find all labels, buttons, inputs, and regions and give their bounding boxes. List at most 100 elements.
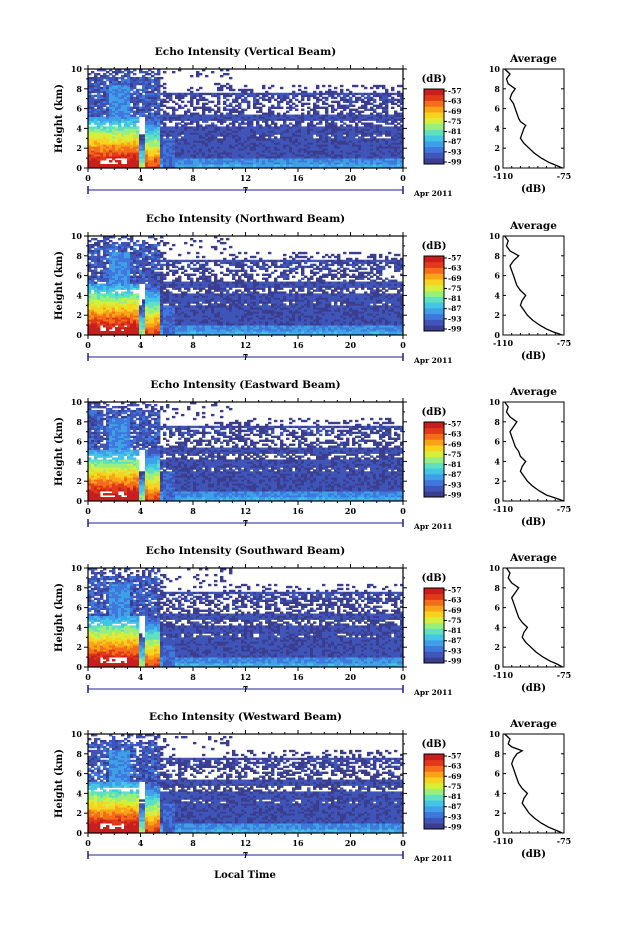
colorbar-tick-label: -75 [448,782,462,791]
month-label: Apr 2011 [413,688,453,697]
panel-southward: Echo Intensity (Southward Beam) 0 2 4 6 8 10 He… [54,545,571,697]
colorbar-frame [423,88,445,165]
colorbar-tick-label: -99 [448,158,462,167]
colorbar-segment [424,135,444,142]
colorbar-segment [424,473,444,481]
average-y-tick-label: 2 [494,476,500,486]
average-x-tick-label: -110 [493,670,513,680]
x-tick-label: 20 [345,173,357,183]
y-tick-label: 2 [76,310,82,320]
average-x-tick-label: -75 [557,338,571,348]
colorbar-tick-label: -57 [448,586,462,595]
colorbar-tick-label: -87 [448,802,462,811]
colorbar-segment [424,616,444,624]
average-y-tick-label: 10 [489,64,501,74]
colorbar-segment [424,823,444,830]
x-tick-label: 0 [85,340,91,350]
x-tick-label: 8 [190,340,196,350]
x-tick-label: 0 [400,506,406,516]
heatmap-field [88,402,403,501]
colorbar-tick-label: -57 [448,420,462,429]
colorbar-segment [424,628,444,635]
y-tick-label: 4 [76,622,82,632]
average-y-tick-label: 6 [494,769,500,779]
average-title: Average [509,552,557,564]
colorbar-tick-label: -81 [448,127,462,136]
colorbar-segment [424,319,444,326]
x-tick-label: 20 [345,672,357,682]
panel-eastward: Echo Intensity (Eastward Beam) 0 2 4 6 8 10 Hei… [54,379,571,531]
average-profile-line [504,401,565,502]
average-x-tick-label: -110 [493,171,513,181]
average-y-tick-label: 6 [494,437,500,447]
average-x-tick-label: -75 [557,504,571,514]
x-tick-label: 0 [85,672,91,682]
y-tick-label: 10 [71,729,83,739]
average-profile-line [504,235,563,336]
colorbar-segment [424,456,444,463]
colorbar-segment [424,296,444,303]
x-tick-label: 16 [292,838,304,848]
colorbar-segment [424,427,444,434]
average-y-tick-label: 8 [494,84,500,94]
y-tick-label: 8 [76,417,82,427]
bottom-xlabel: Local Time [214,870,276,881]
y-tick-label: 2 [76,808,82,818]
colorbar-segment [424,794,444,801]
date-label: 7 [243,684,249,694]
x-tick-label: 4 [138,340,144,350]
colorbar-tick-label: -75 [448,450,462,459]
x-tick-label: 4 [138,672,144,682]
colorbar-tick-label: -63 [448,762,462,771]
colorbar-tick-label: -81 [448,294,462,303]
average-y-tick-label: 2 [494,143,500,153]
colorbar-tick-label: -93 [448,480,462,489]
y-tick-label: 4 [76,456,82,466]
colorbar-segment [424,140,444,148]
month-label: Apr 2011 [413,356,453,365]
colorbar-segment [424,129,444,136]
panel-title: Echo Intensity (Northward Beam) [146,213,345,225]
y-tick-label: 0 [76,662,82,672]
x-tick-label: 0 [400,672,406,682]
average-y-tick-label: 8 [494,251,500,261]
colorbar-segment [424,284,444,292]
average-y-tick-label: 4 [494,788,500,798]
heatmap-field [88,568,403,667]
colorbar-segment [424,771,444,778]
colorbar-tick-label: -87 [448,304,462,313]
colorbar-tick-label: -57 [448,254,462,263]
x-tick-label: 4 [138,506,144,516]
colorbar-frame [423,421,445,498]
x-tick-label: 8 [190,506,196,516]
colorbar-segment [424,485,444,492]
colorbar-tick-label: -63 [448,264,462,273]
colorbar-frame [423,255,445,332]
y-tick-label: 10 [71,231,83,241]
average-title: Average [509,718,557,730]
colorbar-segment [424,158,444,165]
y-tick-label: 0 [76,330,82,340]
y-axis-label: Height (km) [54,84,65,153]
colorbar-segment [424,651,444,658]
colorbar-tick-label: -75 [448,284,462,293]
x-tick-label: 20 [345,506,357,516]
y-tick-label: 2 [76,143,82,153]
panel-title: Echo Intensity (Southward Beam) [146,545,345,557]
x-tick-label: 8 [190,173,196,183]
colorbar-segment [424,811,444,818]
colorbar-segment [424,800,444,807]
colorbar-segment [424,279,444,286]
colorbar-segment [424,313,444,320]
colorbar-frame [423,587,445,664]
average-y-tick-label: 6 [494,603,500,613]
y-tick-label: 6 [76,603,82,613]
colorbar-segment [424,433,444,440]
colorbar-segment [424,588,444,595]
heatmap-field [88,236,403,335]
average-profile-line [504,733,563,834]
colorbar-tick-label: -93 [448,646,462,655]
colorbar-segment [424,112,444,119]
colorbar-label: (dB) [422,407,447,418]
colorbar-tick-label: -93 [448,147,462,156]
